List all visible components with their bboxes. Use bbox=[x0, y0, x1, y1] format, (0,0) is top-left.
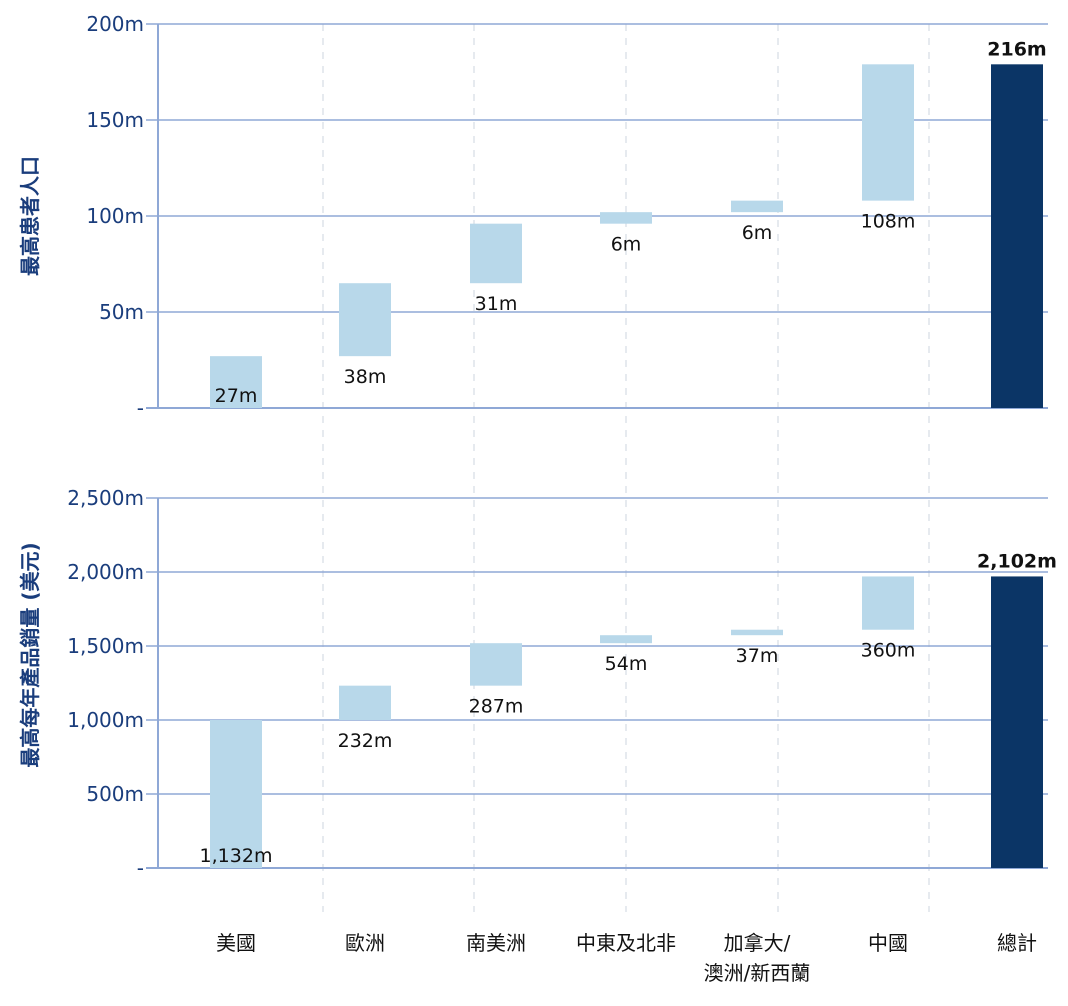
bar-5 bbox=[862, 576, 914, 630]
y-tick-label: 200m bbox=[86, 12, 144, 36]
annual-sales-panel: - 500m 1,000m 1,500m 2,000m 2,500m 最高每年產品銷量 (美… bbox=[18, 486, 1057, 880]
data-label-4: 37m bbox=[736, 645, 779, 667]
y-tick-label: 2,500m bbox=[67, 486, 144, 510]
category-label-4: 加拿大/ bbox=[724, 931, 791, 955]
data-label-5: 360m bbox=[861, 640, 916, 662]
data-label-2: 31m bbox=[475, 293, 518, 315]
data-label-6: 216m bbox=[987, 38, 1046, 60]
y-tick-label: 100m bbox=[86, 204, 144, 228]
y-axis-title: 最高每年產品銷量 (美元) bbox=[18, 542, 42, 767]
category-label-5: 中國 bbox=[868, 931, 908, 955]
category-label-2: 南美洲 bbox=[466, 931, 526, 955]
data-label-6: 2,102m bbox=[977, 550, 1057, 572]
bar-0 bbox=[210, 720, 262, 868]
bar-4 bbox=[731, 200, 783, 213]
category-label-0: 美國 bbox=[216, 931, 256, 955]
y-tick-label: 500m bbox=[86, 782, 144, 806]
data-label-5: 108m bbox=[861, 211, 916, 233]
y-tick-label: 50m bbox=[99, 300, 144, 324]
bar-3 bbox=[600, 212, 652, 224]
bar-2 bbox=[470, 643, 522, 686]
category-label-4: 澳洲/新西蘭 bbox=[704, 961, 811, 985]
patient-population-panel: - 50m 100m 150m 200m 最高患者人口 27m 38m 31m 6m 6m 108m 2… bbox=[18, 12, 1048, 420]
bar-0 bbox=[210, 356, 262, 408]
vertical-gridlines bbox=[322, 24, 930, 912]
category-axis-labels: 美國 歐洲 南美洲 中東及北非 加拿大/澳洲/新西蘭 中國 總計 bbox=[216, 931, 1037, 985]
data-label-2: 287m bbox=[469, 696, 524, 718]
data-label-1: 38m bbox=[344, 366, 387, 388]
data-label-3: 54m bbox=[605, 653, 648, 675]
data-label-4: 6m bbox=[742, 222, 773, 244]
bar-1 bbox=[339, 283, 391, 357]
data-label-0: 27m bbox=[215, 385, 258, 407]
bar-5 bbox=[862, 64, 914, 201]
category-label-1: 歐洲 bbox=[345, 931, 385, 955]
bar-6 bbox=[991, 64, 1043, 408]
y-tick-label: - bbox=[137, 856, 144, 880]
data-label-0: 1,132m bbox=[200, 845, 273, 867]
data-label-1: 232m bbox=[338, 730, 393, 752]
data-label-3: 6m bbox=[611, 234, 642, 256]
y-axis-title: 最高患者人口 bbox=[18, 156, 42, 276]
bar-1 bbox=[339, 685, 391, 720]
bar-3 bbox=[600, 635, 652, 644]
bar-2 bbox=[470, 223, 522, 284]
category-label-6: 總計 bbox=[997, 931, 1037, 955]
y-tick-label: 1,000m bbox=[67, 708, 144, 732]
y-tick-label: - bbox=[137, 396, 144, 420]
y-tick-label: 150m bbox=[86, 108, 144, 132]
y-tick-label: 2,000m bbox=[67, 560, 144, 584]
bar-4 bbox=[731, 629, 783, 636]
y-tick-label: 1,500m bbox=[67, 634, 144, 658]
bar-6 bbox=[991, 576, 1043, 868]
category-label-3: 中東及北非 bbox=[576, 931, 676, 955]
